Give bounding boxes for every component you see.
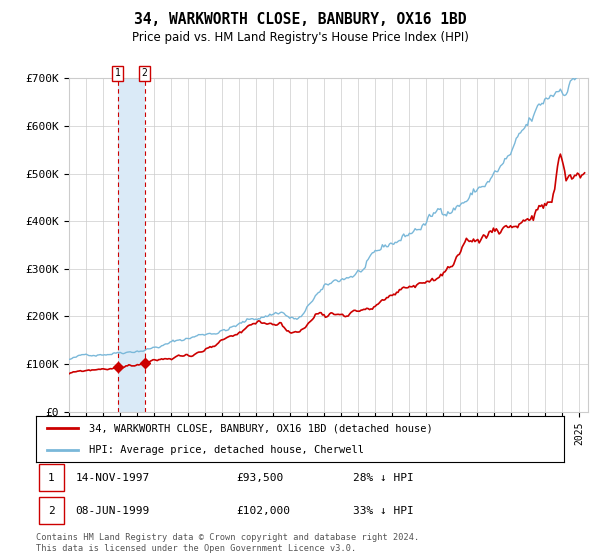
Bar <box>118 78 145 412</box>
Text: Contains HM Land Registry data © Crown copyright and database right 2024.
This d: Contains HM Land Registry data © Crown c… <box>36 533 419 553</box>
FancyBboxPatch shape <box>38 497 64 524</box>
Text: 2: 2 <box>142 68 148 78</box>
Text: £102,000: £102,000 <box>236 506 290 516</box>
FancyBboxPatch shape <box>38 464 64 491</box>
Text: 08-JUN-1999: 08-JUN-1999 <box>76 506 150 516</box>
Text: 14-NOV-1997: 14-NOV-1997 <box>76 473 150 483</box>
Text: HPI: Average price, detached house, Cherwell: HPI: Average price, detached house, Cher… <box>89 445 364 455</box>
Text: 28% ↓ HPI: 28% ↓ HPI <box>353 473 413 483</box>
Text: 34, WARKWORTH CLOSE, BANBURY, OX16 1BD (detached house): 34, WARKWORTH CLOSE, BANBURY, OX16 1BD (… <box>89 423 433 433</box>
Text: £93,500: £93,500 <box>236 473 284 483</box>
Text: 1: 1 <box>115 68 121 78</box>
Text: Price paid vs. HM Land Registry's House Price Index (HPI): Price paid vs. HM Land Registry's House … <box>131 31 469 44</box>
Text: 2: 2 <box>48 506 55 516</box>
Text: 1: 1 <box>48 473 55 483</box>
Text: 34, WARKWORTH CLOSE, BANBURY, OX16 1BD: 34, WARKWORTH CLOSE, BANBURY, OX16 1BD <box>134 12 466 27</box>
Text: 33% ↓ HPI: 33% ↓ HPI <box>353 506 413 516</box>
